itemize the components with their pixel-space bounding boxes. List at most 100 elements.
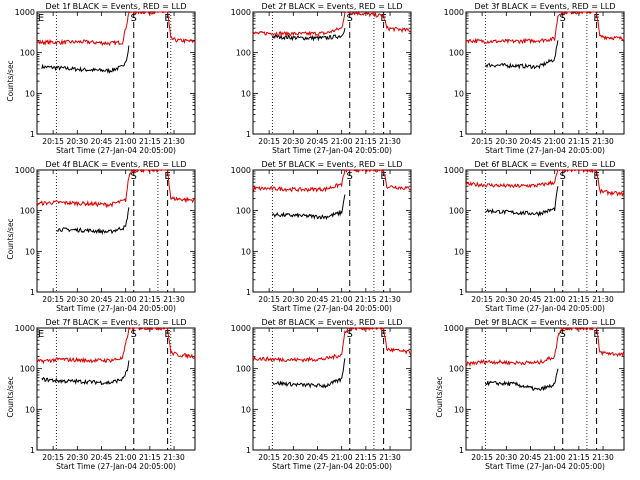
phase-marker-e: E xyxy=(164,329,170,340)
x-tick-label: 20:45 xyxy=(307,295,329,304)
x-tick-label: 20:15 xyxy=(471,137,493,146)
panel-2: Det 2f BLACK = Events, RED = LLD 1 10 100 10… xyxy=(231,2,412,155)
y-tick-label: 10 xyxy=(241,89,251,98)
x-tick-label: 20:30 xyxy=(495,453,517,462)
phase-marker-e: E xyxy=(593,13,599,24)
lld-series-line xyxy=(465,10,625,45)
x-tick-label: 20:45 xyxy=(307,453,329,462)
phase-marker-e: E xyxy=(380,171,386,182)
x-tick-label: 21:30 xyxy=(163,137,185,146)
lld-series-line xyxy=(252,168,412,193)
phase-marker-e: E xyxy=(164,171,170,182)
lld-series-line xyxy=(465,168,625,197)
x-tick-label: 21:15 xyxy=(355,295,377,304)
phase-marker-s: S xyxy=(131,171,137,182)
phase-marker-s: S xyxy=(131,13,137,24)
x-tick-label: 21:30 xyxy=(163,453,185,462)
y-tick-label: 1000 xyxy=(15,8,35,17)
x-tick-label: 21:15 xyxy=(568,453,590,462)
y-tick-label: 10 xyxy=(25,89,35,98)
x-axis-label: Start Time (27-Jan-04 20:05:00) xyxy=(485,462,605,471)
panel-title: Det 5f BLACK = Events, RED = LLD xyxy=(261,160,402,169)
x-tick-label: 20:30 xyxy=(495,295,517,304)
x-tick-label: 21:15 xyxy=(139,295,161,304)
panel-5: Det 5f BLACK = Events, RED = LLD 1 10 100 10… xyxy=(231,160,412,313)
x-tick-label: 21:00 xyxy=(331,453,353,462)
lld-series-line xyxy=(36,11,196,47)
x-tick-label: 21:00 xyxy=(544,453,566,462)
panel-9: Det 9f BLACK = Events, RED = LLD 1 10 100 10… xyxy=(435,318,625,471)
x-tick-label: 21:15 xyxy=(355,137,377,146)
x-tick-label: 21:00 xyxy=(115,453,137,462)
x-tick-label: 21:15 xyxy=(139,453,161,462)
events-series-line xyxy=(271,358,346,389)
x-tick-label: 21:30 xyxy=(379,137,401,146)
plot-frame xyxy=(465,169,625,293)
y-tick-label: 100 xyxy=(449,49,464,58)
y-tick-label: 1000 xyxy=(231,166,251,175)
y-tick-label: 1 xyxy=(30,446,35,455)
phase-marker-s: S xyxy=(560,329,566,340)
x-tick-label: 20:45 xyxy=(91,137,113,146)
x-tick-label: 21:15 xyxy=(568,137,590,146)
x-tick-label: 20:15 xyxy=(42,453,64,462)
x-tick-label: 21:30 xyxy=(592,453,614,462)
x-tick-label: 21:15 xyxy=(568,295,590,304)
y-tick-label: 1 xyxy=(30,288,35,297)
panel-title: Det 1f BLACK = Events, RED = LLD xyxy=(45,2,186,11)
x-tick-label: 20:15 xyxy=(258,295,280,304)
events-series-line xyxy=(484,368,559,392)
y-tick-label: 1000 xyxy=(231,8,251,17)
lld-series-line xyxy=(465,326,625,368)
x-tick-label: 21:00 xyxy=(544,137,566,146)
panel-7: Det 7f BLACK = Events, RED = LLD 1 10 100 10… xyxy=(6,318,196,471)
x-tick-label: 20:30 xyxy=(66,137,88,146)
panel-title: Det 3f BLACK = Events, RED = LLD xyxy=(474,2,615,11)
x-tick-label: 21:30 xyxy=(163,295,185,304)
x-tick-label: 21:30 xyxy=(592,137,614,146)
x-tick-label: 20:30 xyxy=(282,295,304,304)
phase-marker-s: S xyxy=(347,13,353,24)
phase-marker-e: E xyxy=(38,329,44,340)
x-tick-label: 21:00 xyxy=(544,295,566,304)
x-tick-label: 21:00 xyxy=(331,295,353,304)
x-tick-label: 21:00 xyxy=(115,295,137,304)
x-axis-label: Start Time (27-Jan-04 20:05:00) xyxy=(272,462,392,471)
y-tick-label: 1000 xyxy=(444,166,464,175)
panel-title: Det 8f BLACK = Events, RED = LLD xyxy=(261,318,402,327)
panel-title: Det 7f BLACK = Events, RED = LLD xyxy=(45,318,186,327)
events-series-line xyxy=(485,186,559,217)
x-tick-label: 21:15 xyxy=(355,453,377,462)
lld-series-line xyxy=(36,168,196,209)
y-tick-label: 1000 xyxy=(231,324,251,333)
x-tick-label: 21:30 xyxy=(379,295,401,304)
y-tick-label: 1 xyxy=(459,288,464,297)
plot-frame xyxy=(465,11,625,135)
y-tick-label: 10 xyxy=(25,405,35,414)
x-axis-label: Start Time (27-Jan-04 20:05:00) xyxy=(56,304,176,313)
x-axis-label: Start Time (27-Jan-04 20:05:00) xyxy=(272,146,392,155)
panel-3: Det 3f BLACK = Events, RED = LLD 1 10 100 10… xyxy=(444,2,625,155)
y-tick-label: 1 xyxy=(30,130,35,139)
y-tick-label: 1 xyxy=(246,446,251,455)
x-tick-label: 20:30 xyxy=(282,453,304,462)
x-axis-label: Start Time (27-Jan-04 20:05:00) xyxy=(272,304,392,313)
y-tick-label: 100 xyxy=(449,207,464,216)
x-tick-label: 21:30 xyxy=(379,453,401,462)
plot-frame xyxy=(36,169,196,293)
plot-frame xyxy=(36,327,196,451)
x-tick-label: 20:15 xyxy=(258,453,280,462)
y-tick-label: 100 xyxy=(20,207,35,216)
x-axis-label: Start Time (27-Jan-04 20:05:00) xyxy=(56,146,176,155)
panel-1: Det 1f BLACK = Events, RED = LLD 1 10 100 10… xyxy=(6,2,196,155)
plot-frame xyxy=(252,11,412,135)
phase-marker-s: S xyxy=(560,171,566,182)
plot-frame xyxy=(252,169,412,293)
x-tick-label: 20:45 xyxy=(520,295,542,304)
y-tick-label: 100 xyxy=(449,365,464,374)
y-tick-label: 100 xyxy=(20,49,35,58)
phase-marker-s: S xyxy=(131,329,137,340)
y-tick-label: 10 xyxy=(241,405,251,414)
events-series-line xyxy=(41,45,130,75)
